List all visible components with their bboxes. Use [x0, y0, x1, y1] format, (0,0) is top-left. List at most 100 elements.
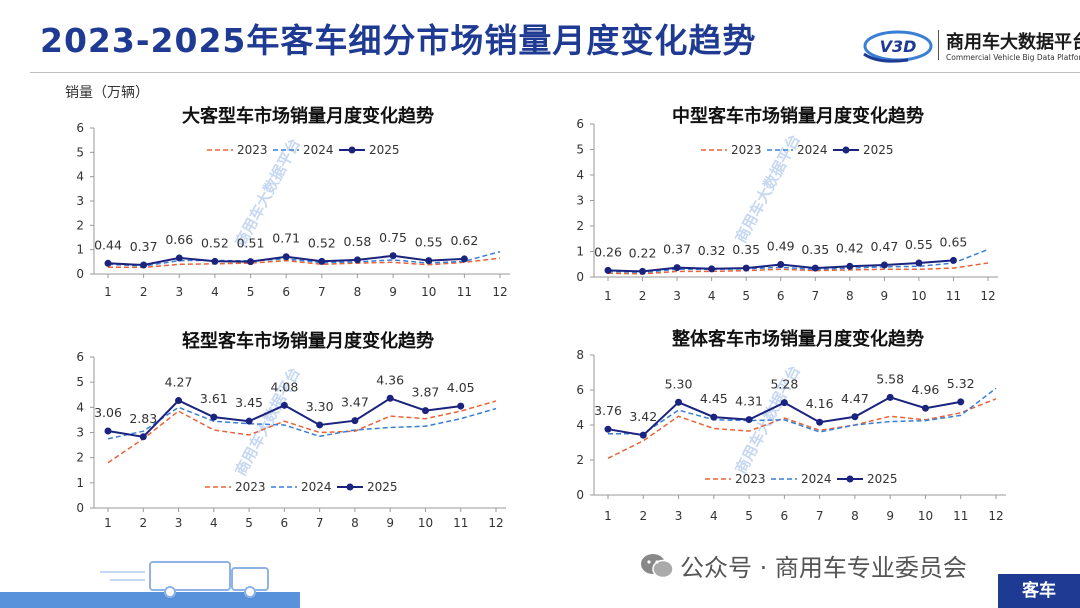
- y-tick-label: 6: [76, 121, 84, 135]
- data-point-2025: [104, 427, 112, 435]
- x-tick-label: 4: [211, 285, 219, 299]
- x-tick-label: 7: [811, 289, 819, 303]
- y-tick-label: 4: [576, 168, 584, 182]
- x-tick-label: 5: [247, 285, 255, 299]
- x-tick-label: 2: [639, 509, 647, 523]
- data-label: 0.35: [732, 242, 760, 257]
- y-tick-label: 5: [576, 143, 584, 157]
- x-tick-label: 3: [175, 285, 183, 299]
- data-point-2025: [886, 393, 894, 401]
- x-tick-label: 9: [886, 509, 894, 523]
- x-tick-label: 11: [953, 509, 968, 523]
- data-point-2025: [604, 266, 612, 274]
- x-tick-label: 1: [104, 285, 112, 299]
- platform-logo: V3D 商用车大数据平台 Commercial Vehicle Big Data…: [858, 24, 1080, 68]
- data-point-2025: [880, 261, 888, 269]
- data-point-2025: [104, 259, 112, 267]
- bus-illustration-icon: [0, 561, 300, 608]
- x-tick-label: 10: [918, 509, 933, 523]
- wechat-account-text: 公众号 · 商用车专业委员会: [680, 554, 967, 582]
- legend-label-2023: 2023: [237, 143, 268, 157]
- legend-label-2024: 2024: [797, 143, 828, 157]
- data-label: 0.44: [94, 237, 122, 252]
- legend-marker-2025: [346, 483, 354, 491]
- y-tick-label: 1: [76, 243, 84, 257]
- series-line-2024: [607, 248, 989, 274]
- data-label: 3.61: [200, 391, 228, 406]
- x-tick-label: 6: [281, 516, 289, 530]
- data-label: 3.30: [306, 399, 334, 414]
- x-tick-label: 11: [457, 285, 472, 299]
- data-label: 0.37: [663, 242, 691, 257]
- y-tick-label: 3: [576, 194, 584, 208]
- data-point-2025: [675, 398, 683, 406]
- data-label: 0.66: [165, 232, 193, 247]
- x-tick-label: 9: [389, 285, 397, 299]
- legend-marker-2025: [846, 475, 854, 483]
- data-point-2025: [421, 407, 429, 415]
- unit-label: 销量（万辆）: [65, 85, 149, 101]
- x-tick-label: 8: [851, 509, 859, 523]
- wechat-icon: [641, 554, 674, 579]
- y-tick-label: 3: [76, 194, 84, 208]
- data-point-2025: [175, 254, 183, 262]
- legend-label-2024: 2024: [301, 480, 332, 494]
- x-tick-label: 11: [946, 289, 961, 303]
- data-point-2025: [210, 413, 218, 421]
- data-point-2025: [957, 398, 965, 406]
- logo-badge: V3D: [880, 37, 917, 56]
- legend-label-2024: 2024: [801, 472, 832, 486]
- chart-title: 整体客车市场销量月度变化趋势: [672, 329, 924, 350]
- x-tick-label: 7: [318, 285, 326, 299]
- logo-text-en: Commercial Vehicle Big Data Platform: [946, 53, 1080, 62]
- legend-label-2025: 2025: [867, 472, 898, 486]
- data-label: 4.05: [447, 380, 475, 395]
- data-label: 4.16: [806, 396, 834, 411]
- data-point-2025: [280, 401, 288, 409]
- data-point-2025: [921, 404, 929, 412]
- data-label: 4.45: [700, 391, 728, 406]
- series-line-2024: [107, 250, 501, 267]
- x-tick-label: 4: [210, 516, 218, 530]
- y-tick-label: 4: [576, 418, 584, 432]
- y-tick-label: 1: [76, 476, 84, 490]
- y-tick-label: 2: [576, 453, 584, 467]
- x-tick-label: 7: [816, 509, 824, 523]
- y-tick-label: 6: [76, 350, 84, 364]
- data-label: 0.62: [450, 233, 478, 248]
- data-point-2025: [777, 261, 785, 269]
- y-tick-label: 2: [76, 218, 84, 232]
- series-line-2023: [107, 257, 501, 269]
- header-divider: [30, 72, 1080, 73]
- category-tag: 客车: [998, 574, 1080, 608]
- x-tick-label: 12: [980, 289, 995, 303]
- y-tick-label: 0: [76, 267, 84, 281]
- data-point-2025: [811, 264, 819, 272]
- data-label: 0.42: [836, 240, 864, 255]
- x-tick-label: 8: [846, 289, 854, 303]
- x-tick-label: 8: [354, 285, 362, 299]
- data-point-2025: [745, 416, 753, 424]
- legend-marker-2025: [348, 146, 356, 154]
- data-label: 2.83: [129, 411, 157, 426]
- data-point-2025: [211, 257, 219, 265]
- x-tick-label: 10: [418, 516, 433, 530]
- x-tick-label: 9: [386, 516, 394, 530]
- data-point-2025: [175, 397, 183, 405]
- data-label: 0.55: [415, 235, 443, 250]
- y-tick-label: 2: [76, 451, 84, 465]
- x-tick-label: 3: [675, 509, 683, 523]
- data-point-2025: [851, 413, 859, 421]
- data-label: 0.52: [308, 235, 336, 250]
- series-line-2023: [607, 262, 989, 275]
- data-label: 3.76: [594, 403, 622, 418]
- data-label: 0.32: [698, 243, 726, 258]
- data-label: 0.71: [272, 231, 300, 246]
- x-tick-label: 3: [673, 289, 681, 303]
- data-label: 0.26: [594, 244, 622, 259]
- x-tick-label: 5: [745, 509, 753, 523]
- legend-label-2025: 2025: [367, 480, 398, 494]
- data-label: 0.51: [237, 236, 265, 251]
- data-label: 4.47: [841, 391, 869, 406]
- data-label: 0.52: [201, 235, 229, 250]
